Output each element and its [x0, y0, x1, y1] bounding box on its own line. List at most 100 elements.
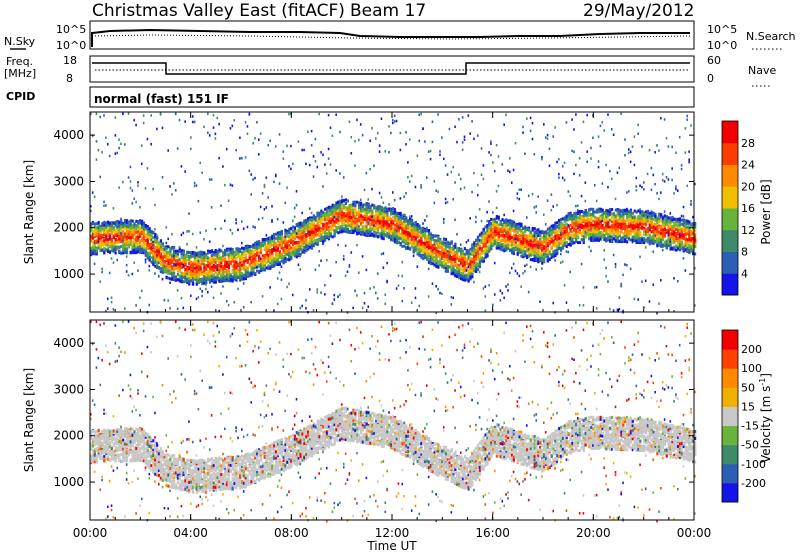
power-cell [115, 134, 117, 137]
power-cell [179, 250, 181, 253]
power-cell [409, 227, 411, 230]
power-cell [194, 121, 196, 124]
power-cell [181, 262, 183, 265]
power-cell [116, 235, 118, 238]
power-cell [181, 249, 183, 252]
power-cell [201, 260, 203, 263]
power-cell [326, 224, 328, 227]
power-cell [322, 214, 324, 217]
power-cell [343, 215, 345, 218]
power-cell [279, 237, 281, 240]
power-cell [445, 164, 447, 167]
power-cell [222, 251, 224, 254]
power-cell [154, 235, 156, 238]
power-cell [313, 227, 315, 230]
power-cell [347, 228, 349, 231]
power-cell [441, 293, 443, 296]
power-cell [166, 226, 168, 229]
power-cell [264, 256, 266, 259]
power-cell [241, 275, 243, 278]
power-cell [411, 246, 413, 249]
power-cell [456, 275, 458, 278]
power-cell [181, 256, 183, 259]
power-cell [437, 113, 439, 116]
power-cell [245, 266, 247, 269]
power-cell [420, 249, 422, 252]
power-cell [250, 255, 252, 258]
power-cell [226, 300, 228, 303]
power-cell [232, 232, 234, 235]
power-cell [364, 292, 366, 295]
power-cell [143, 240, 145, 243]
power-cell [258, 256, 260, 259]
power-cell [409, 232, 411, 235]
power-cell [445, 254, 447, 257]
power-cell [418, 114, 420, 117]
power-cell [122, 233, 124, 236]
power-cell [373, 286, 375, 289]
power-cell [218, 280, 220, 283]
power-cell [196, 253, 198, 256]
power-cell [184, 271, 186, 274]
power-cell [252, 263, 254, 266]
power-cell [130, 243, 132, 246]
power-cell [232, 270, 234, 273]
power-cell [434, 234, 436, 237]
power-cell [269, 250, 271, 253]
power-cell [213, 256, 215, 259]
power-cell [309, 239, 311, 242]
power-cell [250, 245, 252, 248]
power-cell [239, 248, 241, 251]
power-cell [245, 269, 247, 272]
power-cell [245, 121, 247, 124]
power-cell [311, 246, 313, 249]
power-cell [101, 234, 103, 237]
power-cell [235, 261, 237, 264]
power-cell [181, 271, 183, 274]
power-cell [115, 223, 117, 226]
power-cell [424, 243, 426, 246]
power-cell [422, 254, 424, 257]
power-cell [422, 257, 424, 260]
power-cell [135, 227, 137, 230]
power-cell [218, 123, 220, 126]
power-cell [96, 250, 98, 253]
power-cell [415, 246, 417, 249]
power-cell [383, 224, 385, 227]
power-cell [192, 115, 194, 118]
power-cell [277, 239, 279, 242]
power-cell [322, 154, 324, 157]
power-cell [107, 238, 109, 241]
power-cell [94, 223, 96, 226]
freq-panel: Freq. [MHz] 18 8 Nave 60 0 [4, 54, 776, 86]
power-cell [252, 246, 254, 249]
power-cell [335, 220, 337, 223]
power-cell [443, 248, 445, 251]
power-cell [192, 274, 194, 277]
power-cell [430, 252, 432, 255]
power-cell [111, 249, 113, 252]
power-cell [309, 233, 311, 236]
power-cell [415, 221, 417, 224]
power-cell [373, 220, 375, 223]
power-cell [169, 256, 171, 259]
power-cell [162, 249, 164, 252]
power-cell [339, 212, 341, 215]
power-cell [167, 251, 169, 254]
power-cell [435, 247, 437, 250]
power-cell [150, 247, 152, 250]
power-cell [224, 279, 226, 282]
power-cell [258, 153, 260, 156]
power-cell [267, 244, 269, 247]
power-cell [341, 211, 343, 214]
power-cell [171, 278, 173, 281]
power-cell [379, 192, 381, 195]
power-cell [307, 226, 309, 229]
power-cell [116, 259, 118, 262]
power-cell [243, 247, 245, 250]
power-cell [277, 253, 279, 256]
power-cell [447, 242, 449, 245]
power-cell [324, 228, 326, 231]
power-cell [171, 193, 173, 196]
